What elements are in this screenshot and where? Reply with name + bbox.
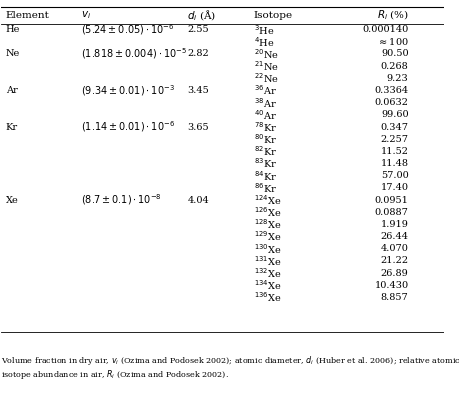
Text: $^{126}$Xe: $^{126}$Xe: [254, 205, 282, 219]
Text: Ne: Ne: [6, 49, 20, 58]
Text: $(5.24 \pm 0.05) \cdot 10^{-6}$: $(5.24 \pm 0.05) \cdot 10^{-6}$: [81, 22, 174, 37]
Text: 4.070: 4.070: [381, 244, 409, 253]
Text: 2.257: 2.257: [381, 135, 409, 144]
Text: $^{86}$Kr: $^{86}$Kr: [254, 181, 277, 195]
Text: $^{83}$Kr: $^{83}$Kr: [254, 157, 277, 170]
Text: Xe: Xe: [6, 196, 18, 205]
Text: $\approx$100: $\approx$100: [377, 36, 409, 47]
Text: 0.000140: 0.000140: [362, 25, 409, 34]
Text: $^{82}$Kr: $^{82}$Kr: [254, 145, 277, 158]
Text: $^{22}$Ne: $^{22}$Ne: [254, 71, 279, 85]
Text: $^{40}$Ar: $^{40}$Ar: [254, 108, 276, 122]
Text: $^{38}$Ar: $^{38}$Ar: [254, 96, 276, 109]
Text: $v_i$: $v_i$: [81, 9, 91, 21]
Text: $d_i$ (Å): $d_i$ (Å): [187, 8, 216, 23]
Text: 2.82: 2.82: [187, 49, 209, 58]
Text: He: He: [6, 25, 20, 34]
Text: 3.65: 3.65: [187, 122, 209, 132]
Text: $(8.7 \pm 0.1) \cdot 10^{-8}$: $(8.7 \pm 0.1) \cdot 10^{-8}$: [81, 193, 162, 207]
Text: Volume fraction in dry air, $v_i$ (Ozima and Podosek 2002); atomic diameter, $d_: Volume fraction in dry air, $v_i$ (Ozima…: [1, 354, 461, 382]
Text: $^{4}$He: $^{4}$He: [254, 35, 274, 49]
Text: 0.347: 0.347: [381, 122, 409, 132]
Text: 2.55: 2.55: [187, 25, 209, 34]
Text: Isotope: Isotope: [254, 11, 293, 20]
Text: 3.45: 3.45: [187, 86, 209, 95]
Text: $(1.818 \pm 0.004) \cdot 10^{-5}$: $(1.818 \pm 0.004) \cdot 10^{-5}$: [81, 47, 187, 61]
Text: 0.3364: 0.3364: [374, 86, 409, 95]
Text: $^{128}$Xe: $^{128}$Xe: [254, 218, 282, 231]
Text: $^{21}$Ne: $^{21}$Ne: [254, 59, 279, 73]
Text: $^{129}$Xe: $^{129}$Xe: [254, 229, 281, 243]
Text: 11.48: 11.48: [381, 159, 409, 168]
Text: 0.0951: 0.0951: [375, 196, 409, 205]
Text: $^{132}$Xe: $^{132}$Xe: [254, 266, 282, 280]
Text: $^{131}$Xe: $^{131}$Xe: [254, 254, 282, 268]
Text: $R_i$ (%): $R_i$ (%): [376, 8, 409, 22]
Text: 10.430: 10.430: [374, 281, 409, 290]
Text: 26.89: 26.89: [381, 269, 409, 278]
Text: $(9.34 \pm 0.01) \cdot 10^{-3}$: $(9.34 \pm 0.01) \cdot 10^{-3}$: [81, 83, 175, 98]
Text: $^{134}$Xe: $^{134}$Xe: [254, 278, 282, 292]
Text: 8.857: 8.857: [381, 293, 409, 302]
Text: 11.52: 11.52: [381, 147, 409, 156]
Text: $^{78}$Kr: $^{78}$Kr: [254, 120, 277, 134]
Text: 0.268: 0.268: [381, 62, 409, 71]
Text: 21.22: 21.22: [381, 256, 409, 265]
Text: $^{136}$Xe: $^{136}$Xe: [254, 291, 282, 304]
Text: Kr: Kr: [6, 122, 18, 132]
Text: 0.0887: 0.0887: [375, 208, 409, 217]
Text: Element: Element: [6, 11, 50, 20]
Text: $^{124}$Xe: $^{124}$Xe: [254, 193, 282, 207]
Text: $^{20}$Ne: $^{20}$Ne: [254, 47, 279, 61]
Text: 4.04: 4.04: [187, 196, 209, 205]
Text: 1.919: 1.919: [381, 220, 409, 229]
Text: 9.23: 9.23: [387, 74, 409, 83]
Text: $^{3}$He: $^{3}$He: [254, 23, 274, 36]
Text: $^{36}$Ar: $^{36}$Ar: [254, 84, 276, 98]
Text: $(1.14 \pm 0.01) \cdot 10^{-6}$: $(1.14 \pm 0.01) \cdot 10^{-6}$: [81, 120, 175, 134]
Text: 90.50: 90.50: [381, 49, 409, 58]
Text: 0.0632: 0.0632: [374, 98, 409, 107]
Text: 26.44: 26.44: [381, 232, 409, 241]
Text: $^{84}$Kr: $^{84}$Kr: [254, 169, 277, 182]
Text: Ar: Ar: [6, 86, 18, 95]
Text: $^{80}$Kr: $^{80}$Kr: [254, 132, 277, 146]
Text: 99.60: 99.60: [381, 110, 409, 119]
Text: 57.00: 57.00: [381, 171, 409, 180]
Text: 17.40: 17.40: [381, 183, 409, 192]
Text: $^{130}$Xe: $^{130}$Xe: [254, 242, 282, 256]
